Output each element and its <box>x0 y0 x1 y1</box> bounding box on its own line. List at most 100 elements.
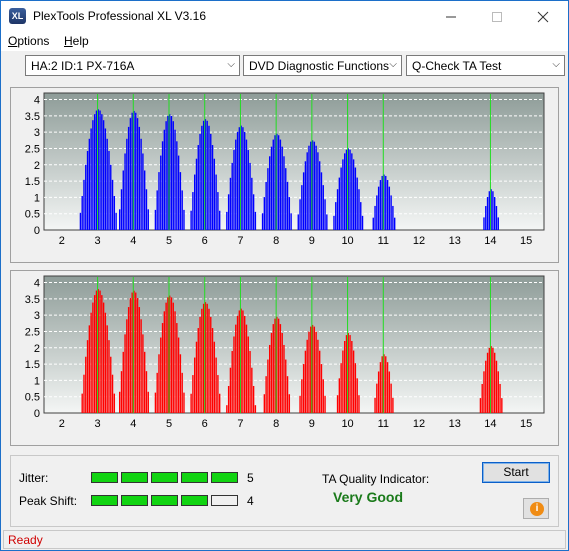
data-bar <box>310 141 312 230</box>
y-tick-label: 3.5 <box>25 111 40 123</box>
data-bar <box>219 210 221 230</box>
info-button[interactable]: i <box>523 498 549 519</box>
close-button[interactable] <box>520 1 566 31</box>
data-bar <box>356 378 358 413</box>
data-bar <box>229 367 232 413</box>
y-tick-label: 3.5 <box>25 294 40 306</box>
x-tick-label: 11 <box>378 418 389 430</box>
data-bar <box>242 310 244 413</box>
data-bar <box>383 174 385 230</box>
data-bar <box>340 167 342 230</box>
top-chart: 0 0.5 1 1.5 2 2.5 3 3.5 4 2 3 4 5 6 7 8 9 10 11 12 13 14 15 <box>25 92 545 247</box>
data-bar <box>249 162 251 230</box>
y-tick-label: 0 <box>34 408 40 420</box>
data-bar <box>290 213 292 230</box>
data-bar <box>181 372 183 413</box>
y-tick-label: 0 <box>34 225 40 237</box>
data-bar <box>347 148 349 230</box>
data-bar <box>274 135 276 230</box>
results-panel <box>10 455 559 527</box>
menu-options[interactable]: Options <box>8 34 49 48</box>
data-bar <box>197 328 199 413</box>
data-bar <box>320 364 323 413</box>
data-bar <box>158 172 160 230</box>
data-bar <box>279 324 282 413</box>
x-tick-label: 14 <box>484 418 496 430</box>
data-bar <box>120 371 123 413</box>
data-bar <box>336 189 339 230</box>
data-bar <box>361 215 364 230</box>
y-tick-label: 1 <box>34 375 40 387</box>
data-bar <box>344 153 346 230</box>
data-bar <box>210 133 212 230</box>
data-bar <box>338 177 341 230</box>
data-bar <box>133 110 135 230</box>
data-bar <box>376 383 378 413</box>
data-bar <box>144 351 146 413</box>
function-select[interactable]: DVD Diagnostic Functions ⌵ <box>243 55 402 76</box>
data-bar <box>272 139 274 230</box>
data-bar <box>177 155 180 230</box>
data-bar <box>108 340 110 413</box>
jitter-label: Jitter: <box>19 471 49 485</box>
x-tick-label: 8 <box>273 418 279 430</box>
data-bar <box>170 297 173 413</box>
data-bar <box>160 337 162 413</box>
maximize-button[interactable] <box>474 1 520 31</box>
data-bar <box>352 159 355 230</box>
data-bar <box>251 367 253 413</box>
data-bar <box>129 298 132 413</box>
y-tick-label: 4 <box>34 95 40 107</box>
data-bar <box>86 150 89 230</box>
data-bar <box>322 379 324 413</box>
data-bar <box>206 303 208 413</box>
data-bar <box>161 141 164 230</box>
data-bar <box>101 295 103 413</box>
drive-select[interactable]: HA:2 ID:1 PX-716A ⌵ <box>25 55 240 76</box>
data-bar <box>388 371 391 413</box>
data-bar <box>324 395 326 413</box>
data-bar <box>497 217 499 230</box>
data-bar <box>169 114 171 230</box>
data-bar <box>183 209 185 230</box>
data-bar <box>102 302 105 413</box>
data-bar <box>252 194 255 230</box>
start-button[interactable]: Start <box>482 462 550 483</box>
data-bar <box>113 393 116 413</box>
data-bar <box>81 393 83 413</box>
data-bar <box>101 114 103 230</box>
data-bar <box>249 351 251 413</box>
data-bar <box>381 356 383 413</box>
data-bar <box>315 145 317 230</box>
data-bar <box>124 334 126 413</box>
data-bar <box>111 374 114 413</box>
x-tick-label: 11 <box>378 235 389 247</box>
data-bar <box>336 395 339 413</box>
data-bar <box>301 379 303 413</box>
y-tick-label: 1.5 <box>25 359 40 371</box>
data-bar <box>254 405 257 413</box>
meter-segment <box>91 495 118 506</box>
data-bar <box>269 156 271 230</box>
test-select[interactable]: Q-Check TA Test ⌵ <box>406 55 565 76</box>
minimize-button[interactable] <box>428 1 474 31</box>
data-bar <box>267 359 269 413</box>
data-bar <box>265 181 267 230</box>
data-bar <box>488 191 491 230</box>
menu-help[interactable]: Help <box>64 34 89 48</box>
jitter-score: 5 <box>247 471 254 485</box>
x-tick-label: 13 <box>449 235 461 247</box>
data-bar <box>163 129 166 230</box>
data-bar <box>394 217 396 230</box>
x-tick-label: 2 <box>59 418 65 430</box>
data-bar <box>140 138 142 230</box>
data-bar <box>227 194 230 230</box>
data-bar <box>263 394 266 413</box>
data-bar <box>342 159 344 230</box>
data-bar <box>135 112 137 230</box>
data-bar <box>240 125 242 230</box>
data-bar <box>231 351 233 413</box>
data-bar <box>204 302 207 413</box>
data-bar <box>376 195 378 230</box>
x-tick-label: 4 <box>130 235 136 247</box>
